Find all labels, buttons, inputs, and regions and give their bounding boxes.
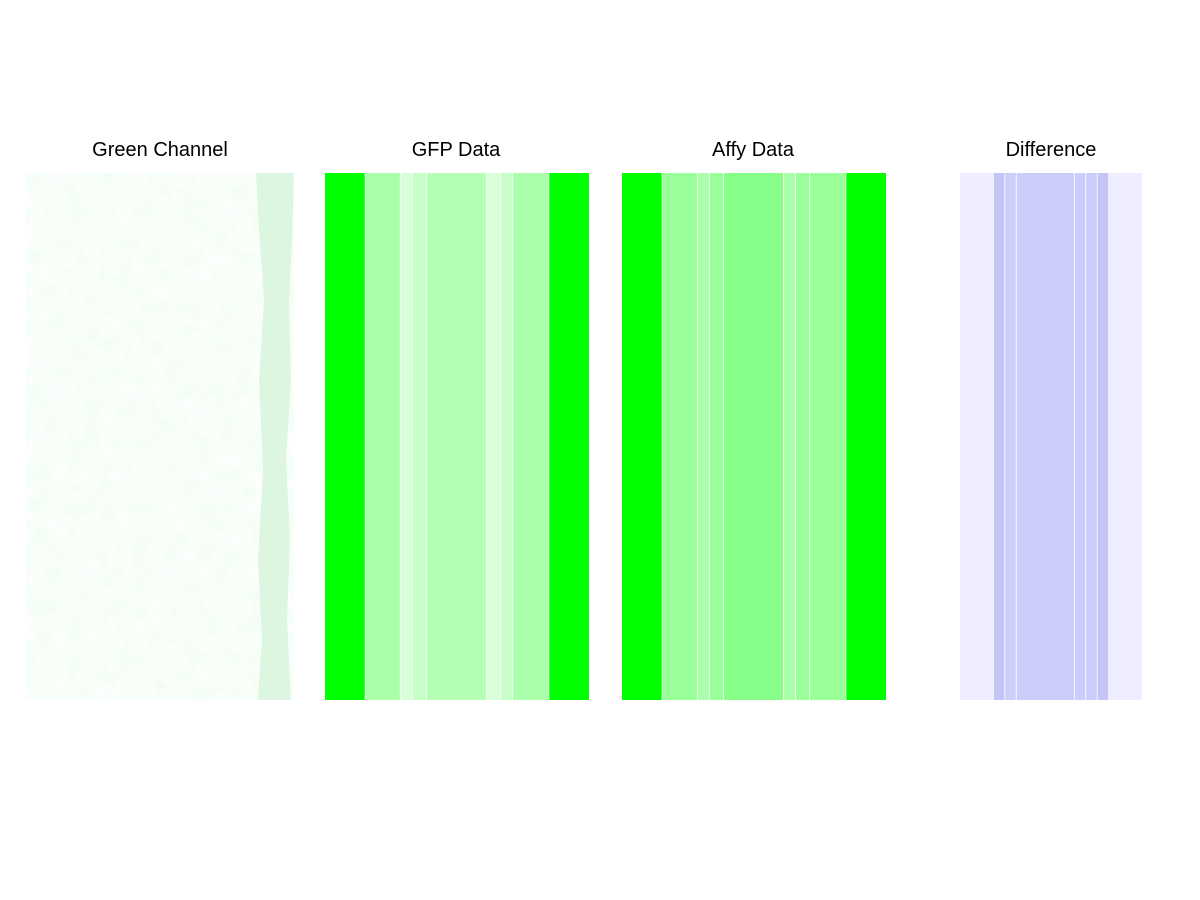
panel-green-channel: Green Channel bbox=[26, 139, 294, 700]
heatmap-band bbox=[723, 173, 784, 700]
heatmap-band bbox=[1016, 173, 1075, 700]
gfp-data-bands bbox=[325, 173, 589, 700]
heatmap-band bbox=[960, 173, 994, 700]
heatmap-band bbox=[622, 173, 663, 700]
heatmap-band bbox=[1085, 173, 1098, 700]
panel-affy-data: Affy Data bbox=[622, 139, 886, 700]
heatmap-band bbox=[548, 173, 589, 700]
heatmap-band bbox=[697, 173, 710, 700]
panel-title-difference: Difference bbox=[1006, 139, 1097, 161]
heatmap-band bbox=[993, 173, 1005, 700]
green-channel-edge-streak bbox=[256, 173, 294, 700]
heatmap-band bbox=[1097, 173, 1109, 700]
green-channel-noise bbox=[26, 173, 294, 700]
panel-title-green-channel: Green Channel bbox=[92, 139, 228, 161]
heatmap-band bbox=[486, 173, 501, 700]
green-channel-image bbox=[26, 173, 294, 700]
heatmap-band bbox=[709, 173, 724, 700]
heatmap-band bbox=[1074, 173, 1086, 700]
heatmap-band bbox=[783, 173, 796, 700]
heatmap-band bbox=[412, 173, 427, 700]
heatmap-band bbox=[845, 173, 886, 700]
heatmap-band bbox=[1004, 173, 1017, 700]
heatmap-band bbox=[662, 173, 698, 700]
panel-title-affy-data: Affy Data bbox=[712, 139, 795, 161]
heatmap-band bbox=[809, 173, 846, 700]
heatmap-band bbox=[500, 173, 513, 700]
panel-gfp-data: GFP Data bbox=[325, 139, 589, 700]
heatmap-band bbox=[795, 173, 810, 700]
panel-difference: Difference bbox=[960, 139, 1142, 700]
heatmap-band bbox=[512, 173, 549, 700]
heatmap-band bbox=[426, 173, 487, 700]
heatmap-band bbox=[1108, 173, 1142, 700]
difference-bands bbox=[960, 173, 1142, 700]
heatmap-band bbox=[325, 173, 366, 700]
heatmap-band bbox=[400, 173, 413, 700]
panel-title-gfp-data: GFP Data bbox=[412, 139, 501, 161]
affy-data-bands bbox=[622, 173, 886, 700]
heatmap-band bbox=[365, 173, 401, 700]
